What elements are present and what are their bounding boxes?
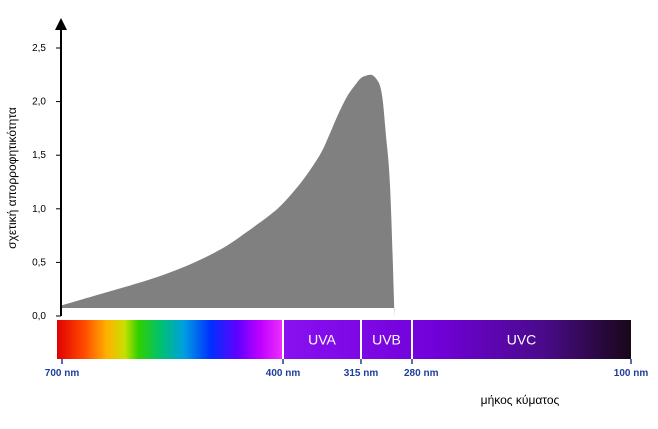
y-axis-label: σχετική απορροφητικότητα — [5, 107, 19, 249]
band-label-uvb: UVB — [372, 332, 401, 348]
y-tick-label: 2,5 — [32, 43, 46, 54]
absorbance-area — [62, 74, 395, 316]
y-tick-label: 2,0 — [32, 97, 46, 108]
x-axis-label: μήκος κύματος — [481, 393, 560, 407]
y-axis-arrow — [55, 18, 67, 30]
y-tick-label: 0,0 — [32, 311, 46, 322]
y-tick-label: 1,0 — [32, 204, 46, 215]
uv-spectrum-band — [283, 320, 631, 359]
plot-layer — [62, 74, 395, 316]
wavelength-label: 400 nm — [266, 368, 301, 379]
visible-spectrum-band — [57, 320, 283, 359]
y-tick-label: 1,5 — [32, 150, 46, 161]
wavelength-label: 700 nm — [45, 368, 80, 379]
band-label-uva: UVA — [308, 332, 336, 348]
y-ticks: 0,0 0,5 1,0 1,5 2,0 2,5 — [32, 43, 61, 322]
wavelength-label: 280 nm — [404, 368, 439, 379]
wavelength-label: 100 nm — [614, 368, 649, 379]
wavelength-ticks: 700 nm 400 nm 315 nm 280 nm 100 nm — [45, 359, 649, 379]
band-label-uvc: UVC — [507, 332, 537, 348]
wavelength-label: 315 nm — [344, 368, 379, 379]
spectrum-bar: UVA UVB UVC — [57, 320, 631, 359]
axes — [55, 18, 67, 316]
y-tick-label: 0,5 — [32, 257, 46, 268]
